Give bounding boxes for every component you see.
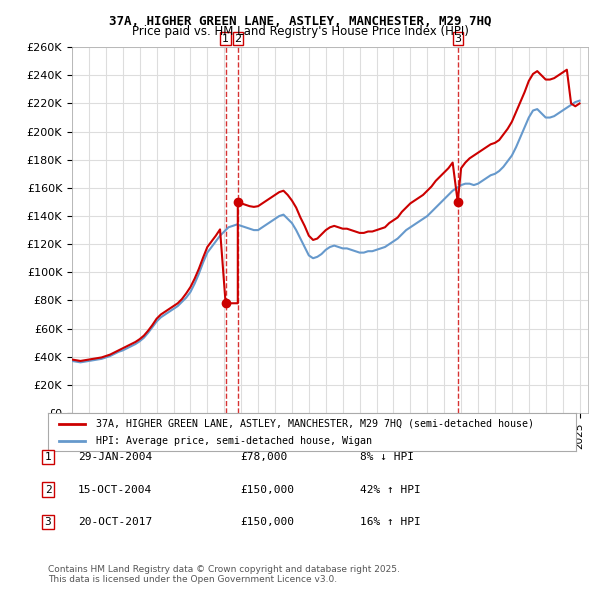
Text: 15-OCT-2004: 15-OCT-2004 xyxy=(78,485,152,494)
Text: HPI: Average price, semi-detached house, Wigan: HPI: Average price, semi-detached house,… xyxy=(95,435,371,445)
Text: 2: 2 xyxy=(234,34,241,44)
Text: £150,000: £150,000 xyxy=(240,485,294,494)
Text: 16% ↑ HPI: 16% ↑ HPI xyxy=(360,517,421,527)
Text: £78,000: £78,000 xyxy=(240,453,287,462)
Text: 20-OCT-2017: 20-OCT-2017 xyxy=(78,517,152,527)
Text: 1: 1 xyxy=(44,453,52,462)
Text: Price paid vs. HM Land Registry's House Price Index (HPI): Price paid vs. HM Land Registry's House … xyxy=(131,25,469,38)
Text: 2: 2 xyxy=(44,485,52,494)
Text: 8% ↓ HPI: 8% ↓ HPI xyxy=(360,453,414,462)
Text: 1: 1 xyxy=(222,34,229,44)
Text: 3: 3 xyxy=(44,517,52,527)
Text: 37A, HIGHER GREEN LANE, ASTLEY, MANCHESTER, M29 7HQ (semi-detached house): 37A, HIGHER GREEN LANE, ASTLEY, MANCHEST… xyxy=(95,419,533,429)
Text: 37A, HIGHER GREEN LANE, ASTLEY, MANCHESTER, M29 7HQ: 37A, HIGHER GREEN LANE, ASTLEY, MANCHEST… xyxy=(109,15,491,28)
Text: 42% ↑ HPI: 42% ↑ HPI xyxy=(360,485,421,494)
Text: 3: 3 xyxy=(454,34,461,44)
Text: Contains HM Land Registry data © Crown copyright and database right 2025.
This d: Contains HM Land Registry data © Crown c… xyxy=(48,565,400,584)
Text: £150,000: £150,000 xyxy=(240,517,294,527)
Text: 29-JAN-2004: 29-JAN-2004 xyxy=(78,453,152,462)
